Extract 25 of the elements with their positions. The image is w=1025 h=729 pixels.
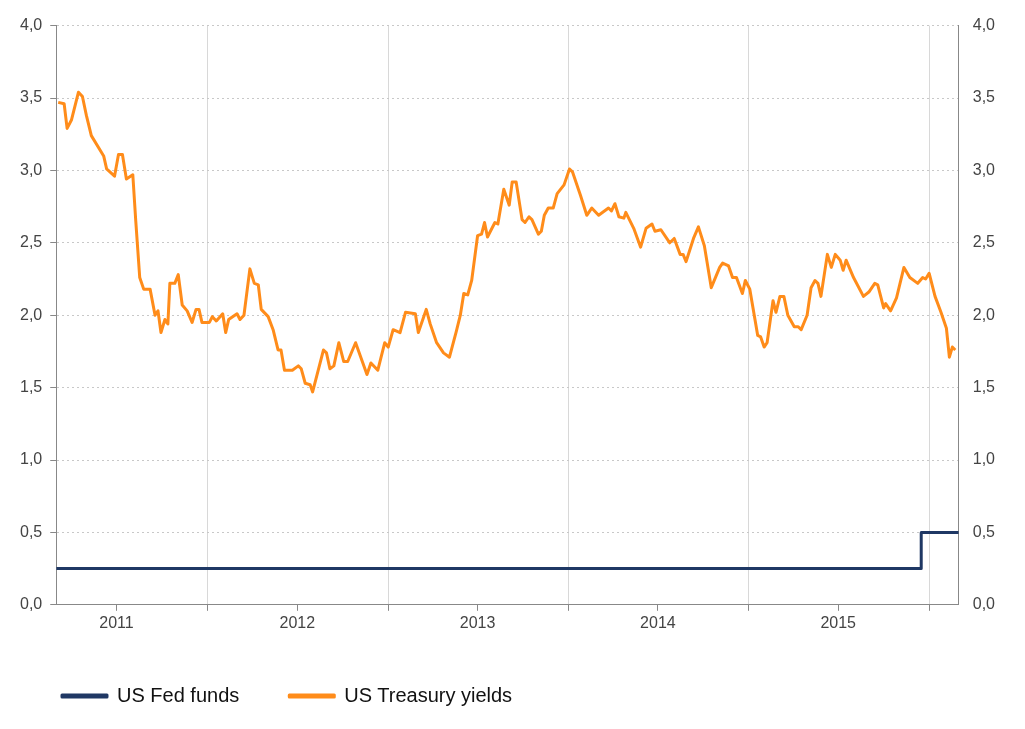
y-tick-label: 2,5 [19, 233, 43, 251]
y-tick-label: 0,0 [19, 595, 43, 613]
y2-tick-label: 1,5 [972, 378, 996, 396]
x-tick-label: 2012 [279, 613, 316, 631]
x-tick-label: 2013 [459, 613, 496, 631]
y-tick-label: 1,5 [19, 378, 43, 396]
legend-label: US Fed funds [117, 683, 240, 706]
x-tick-label: 2014 [640, 613, 676, 631]
y2-tick-label: 3,5 [972, 88, 996, 106]
y-tick-label: 3,0 [19, 160, 43, 178]
y-tick-label: 2,0 [19, 305, 43, 323]
y2-tick-label: 0,0 [972, 595, 996, 613]
y2-tick-label: 0,5 [972, 522, 996, 540]
y2-tick-label: 1,0 [972, 450, 996, 468]
y-tick-label: 4,0 [19, 16, 43, 34]
legend-label: US Treasury yields [344, 683, 513, 706]
y-tick-label: 3,5 [19, 88, 43, 106]
y2-tick-label: 2,5 [972, 233, 996, 251]
x-tick-label: 2015 [820, 613, 857, 631]
y2-tick-label: 4,0 [972, 16, 996, 34]
y2-tick-label: 2,0 [972, 305, 996, 323]
y2-tick-label: 3,0 [972, 160, 996, 178]
x-tick-label: 2011 [99, 613, 134, 631]
y-tick-label: 0,5 [19, 522, 43, 540]
y-tick-label: 1,0 [19, 450, 43, 468]
